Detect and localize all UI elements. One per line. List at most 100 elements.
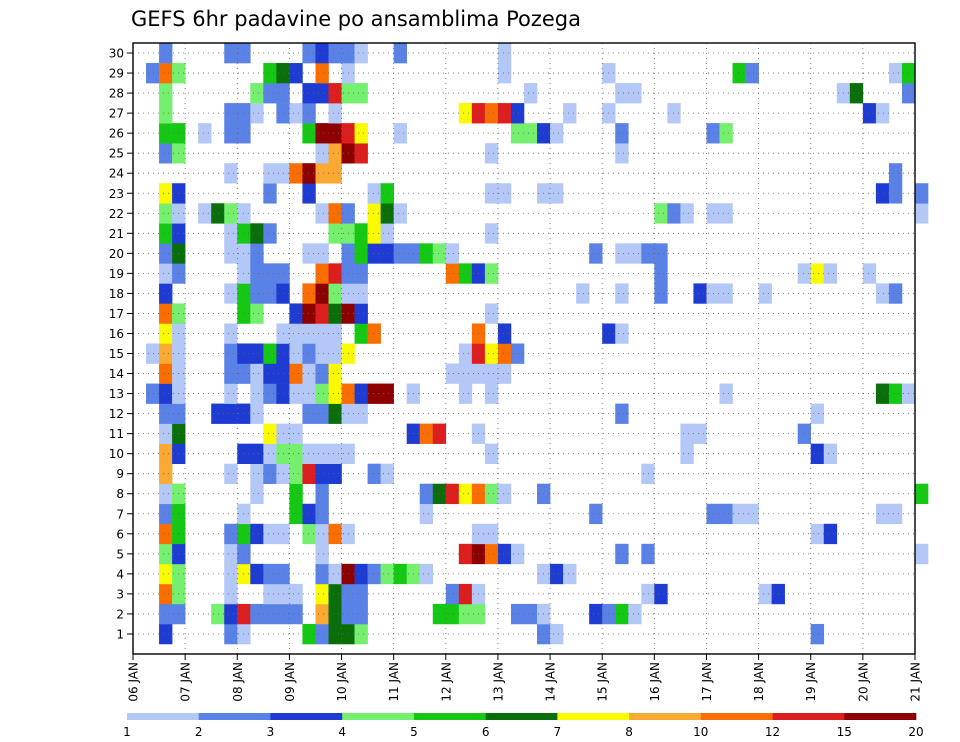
heatmap-cell (263, 583, 277, 605)
heatmap-cell (354, 43, 368, 64)
heatmap-cell (159, 43, 173, 64)
heatmap-cell (367, 463, 381, 485)
heatmap-cell (915, 183, 929, 204)
heatmap-cell (615, 243, 629, 264)
heatmap-cell (315, 163, 329, 184)
heatmap-cell (250, 383, 264, 404)
heatmap-cell (510, 123, 525, 144)
heatmap-cell (576, 283, 590, 304)
heatmap-cell (159, 103, 173, 124)
heatmap-cell (159, 423, 173, 444)
heatmap-cell (159, 203, 173, 224)
heatmap-cell (354, 143, 368, 164)
heatmap-cell (354, 583, 368, 605)
heatmap-cell (250, 263, 264, 284)
heatmap-cell (302, 303, 316, 324)
heatmap-cell (224, 603, 238, 625)
heatmap-cell (250, 363, 264, 384)
y-tick-label: 1 (116, 627, 124, 641)
heatmap-cell (315, 203, 329, 224)
colorbar-label: 10 (693, 725, 708, 739)
heatmap-cell (862, 263, 877, 284)
heatmap-cell (432, 243, 447, 264)
y-tick-label: 12 (109, 407, 124, 421)
heatmap-cell (159, 263, 173, 284)
heatmap-cell (458, 483, 473, 505)
heatmap-cell (484, 103, 499, 124)
heatmap-cell (250, 523, 264, 545)
heatmap-cell (328, 83, 342, 104)
heatmap-cell (797, 423, 812, 444)
heatmap-cell (393, 203, 407, 224)
heatmap-cell (289, 503, 303, 525)
x-tick-label: 12 JAN (439, 662, 453, 702)
heatmap-cell (289, 463, 303, 485)
heatmap-cell (302, 283, 316, 304)
heatmap-cell (328, 283, 342, 304)
heatmap-cell (524, 603, 538, 625)
heatmap-cell (354, 383, 368, 404)
heatmap-cell (302, 43, 316, 64)
heatmap-cell (263, 563, 277, 585)
heatmap-cell (641, 243, 655, 264)
heatmap-cell (354, 243, 368, 264)
heatmap-cell (888, 63, 903, 84)
y-tick-label: 23 (109, 187, 124, 201)
heatmap-cell (510, 543, 525, 565)
heatmap-cell (263, 63, 277, 84)
y-tick-label: 14 (109, 367, 124, 381)
heatmap-cell (328, 223, 342, 244)
heatmap-cell (250, 283, 264, 304)
heatmap-cell (159, 123, 173, 144)
heatmap-cell (354, 403, 368, 424)
heatmap-cell (380, 203, 394, 224)
y-tick-label: 6 (116, 527, 124, 541)
heatmap-cell (484, 343, 499, 364)
heatmap-cell (250, 483, 264, 505)
heatmap-cell (615, 323, 629, 344)
heatmap-cell (628, 83, 642, 104)
heatmap-cell (862, 103, 877, 124)
heatmap-cell (393, 243, 407, 264)
heatmap-cell (524, 83, 538, 104)
heatmap-cell (823, 443, 838, 464)
heatmap-cell (159, 543, 173, 565)
heatmap-cell (328, 563, 342, 585)
heatmap-cell (510, 103, 525, 124)
heatmap-cell (328, 363, 342, 384)
heatmap-cell (354, 603, 368, 625)
heatmap-cell (328, 43, 342, 64)
colorbar-segment (485, 713, 558, 720)
heatmap-cell (654, 243, 668, 264)
x-tick-label: 09 JAN (283, 662, 297, 702)
heatmap-cell (328, 103, 342, 124)
y-tick-label: 11 (109, 427, 124, 441)
heatmap-cell (615, 143, 629, 164)
heatmap-cell (719, 203, 733, 224)
heatmap-cell (849, 83, 864, 104)
heatmap-cell (484, 263, 499, 284)
plot-frame (132, 42, 916, 655)
heatmap-cell (328, 603, 342, 625)
y-tick-label: 16 (109, 327, 124, 341)
heatmap-cell (224, 243, 238, 264)
heatmap-cell (315, 503, 329, 525)
heatmap-cell (719, 383, 733, 404)
heatmap-cell (380, 223, 394, 244)
heatmap-cell (484, 383, 499, 404)
heatmap-cell (211, 603, 225, 625)
colorbar-label: 8 (625, 725, 633, 739)
heatmap-cell (367, 203, 381, 224)
heatmap-cell (224, 163, 238, 184)
heatmap-cell (315, 563, 329, 585)
x-tick-label: 21 JAN (909, 662, 923, 702)
heatmap-cell (354, 303, 368, 324)
heatmap-cell (615, 543, 629, 565)
heatmap-cell (328, 583, 342, 605)
heatmap-cell (159, 143, 173, 164)
heatmap-cell (315, 83, 329, 104)
heatmap-cell (745, 63, 759, 84)
heatmap-cell (641, 463, 655, 485)
heatmap-cell (250, 223, 264, 244)
heatmap-cell (302, 363, 316, 384)
